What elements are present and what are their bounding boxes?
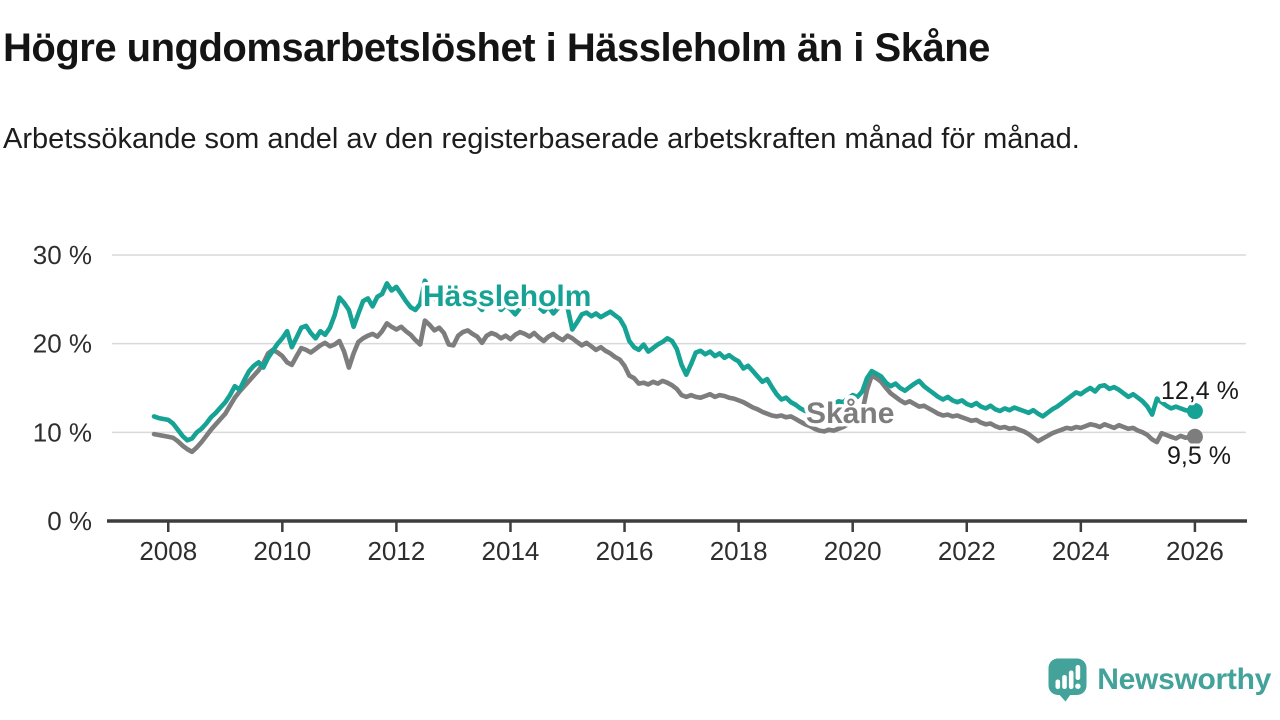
newsworthy-logo: Newsworthy [1047, 657, 1271, 702]
series-label-skane: Skåne [806, 397, 894, 430]
value-label-skane: 9,5 % [1167, 442, 1231, 470]
x-axis-label: 2022 [938, 536, 996, 566]
series-label-hassleholm: Hässleholm [423, 280, 591, 313]
series-endpoint-hassleholm [1186, 403, 1203, 420]
value-label-hassleholm: 12,4 % [1161, 377, 1239, 405]
y-axis-label: 30 % [33, 240, 92, 270]
x-axis-label: 2016 [596, 536, 654, 566]
x-axis-label: 2008 [139, 536, 197, 566]
x-axis-label: 2012 [367, 536, 425, 566]
y-axis-label: 0 % [47, 506, 92, 536]
x-axis-label: 2014 [482, 536, 540, 566]
x-axis-label: 2024 [1052, 536, 1110, 566]
newsworthy-wordmark: Newsworthy [1097, 662, 1271, 696]
x-axis-label: 2020 [824, 536, 882, 566]
page-subtitle: Arbetssökande som andel av den registerb… [3, 123, 1080, 155]
series-line-hassleholm [151, 278, 1198, 443]
series-line-skane [151, 318, 1198, 455]
page-title: Högre ungdomsarbetslöshet i Hässleholm ä… [3, 26, 990, 70]
x-axis-label: 2018 [710, 536, 768, 566]
x-axis-label: 2010 [253, 536, 311, 566]
x-axis-label: 2026 [1166, 536, 1224, 566]
newsworthy-logo-icon [1048, 658, 1087, 702]
y-axis-label: 10 % [33, 417, 92, 447]
y-axis-label: 20 % [33, 329, 92, 359]
series-endpoint-skane [1186, 428, 1203, 445]
